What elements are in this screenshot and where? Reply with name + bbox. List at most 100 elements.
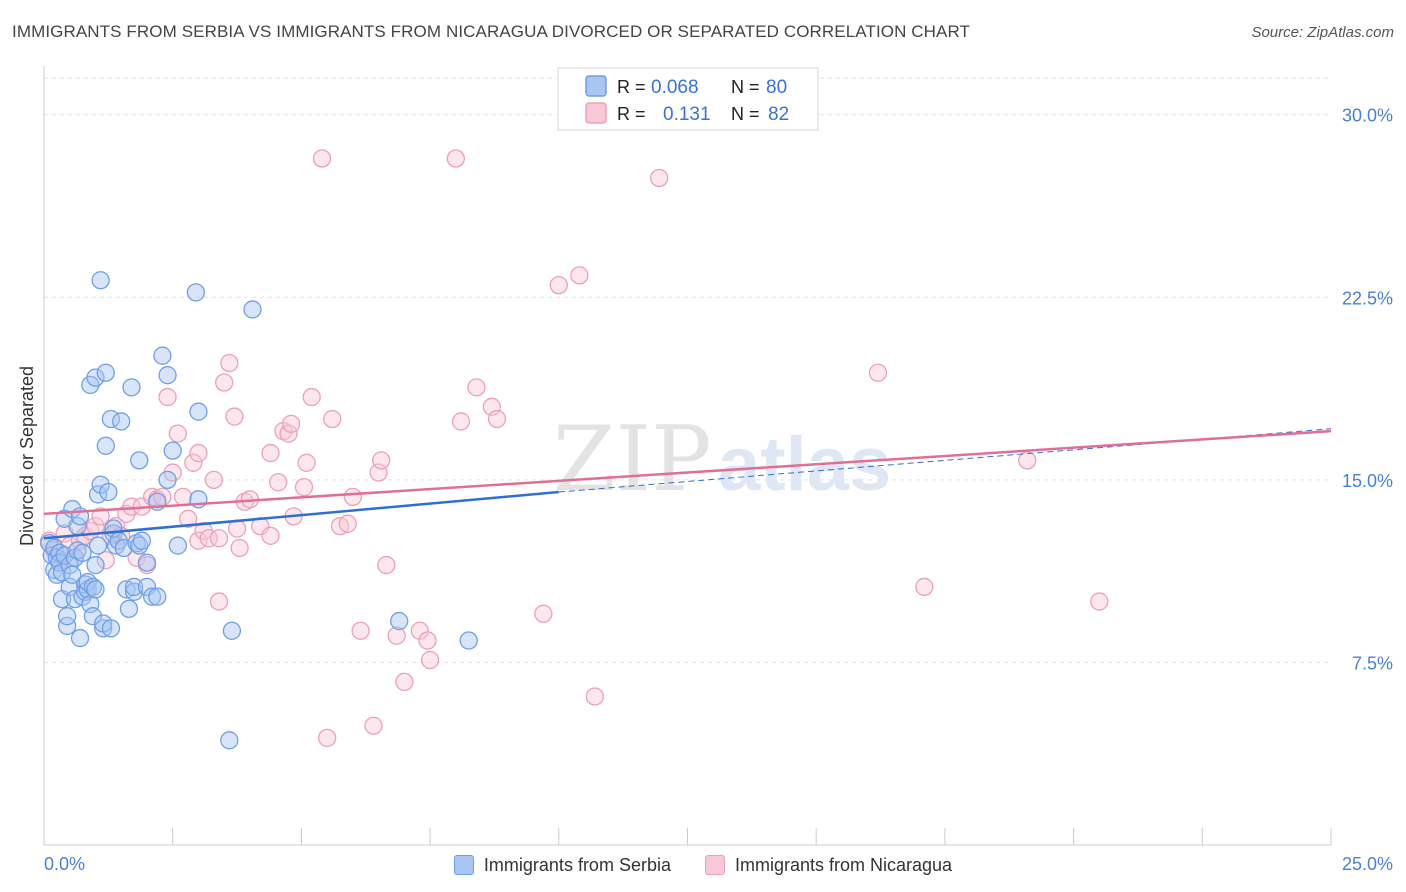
chart-title: IMMIGRANTS FROM SERBIA VS IMMIGRANTS FRO…	[12, 22, 971, 41]
point-nicaragua	[302, 387, 321, 407]
point-nicaragua	[317, 728, 337, 748]
point-nicaragua	[420, 650, 440, 670]
point-nicaragua	[650, 168, 669, 188]
point-nicaragua	[487, 409, 507, 429]
point-nicaragua	[209, 529, 229, 548]
point-nicaragua	[173, 487, 193, 507]
point-serbia	[73, 543, 92, 563]
point-nicaragua	[312, 149, 332, 168]
point-serbia	[158, 366, 177, 385]
legend-swatch-serbia	[453, 855, 474, 875]
point-serbia	[86, 368, 105, 387]
point-serbia	[222, 621, 242, 640]
point-serbia	[124, 577, 144, 597]
point-serbia	[91, 271, 110, 290]
x-tick-label-left: 0.0%	[44, 854, 85, 874]
point-serbia	[142, 587, 162, 606]
point-serbia	[130, 536, 149, 555]
point-nicaragua	[372, 451, 391, 470]
point-serbia	[78, 572, 97, 592]
stats-r-label-nicaragua: R =	[617, 104, 646, 124]
point-serbia	[119, 599, 139, 619]
trend-serbia	[43, 490, 559, 540]
point-nicaragua	[225, 407, 244, 426]
point-serbia	[186, 283, 206, 302]
legend-item-serbia[interactable]: Immigrants from Serbia	[453, 854, 671, 876]
legend-item-nicaragua[interactable]: Immigrants from Nicaragua	[704, 855, 952, 876]
stats-swatch-serbia	[585, 75, 607, 97]
point-serbia	[70, 628, 90, 648]
bottom-legend: Immigrants from Serbia Immigrants from N…	[0, 852, 1406, 878]
point-serbia	[58, 616, 77, 636]
point-nicaragua	[585, 687, 604, 706]
point-nicaragua	[338, 514, 357, 533]
stats-r-value-nicaragua: 0.131	[663, 104, 711, 125]
point-nicaragua	[549, 275, 568, 295]
point-serbia	[99, 482, 118, 502]
point-serbia	[86, 555, 105, 575]
point-nicaragua	[215, 373, 234, 392]
y-tick-label: 22.5%	[1342, 288, 1393, 308]
point-serbia	[158, 470, 177, 489]
y-tick-label: 30.0%	[1342, 106, 1393, 126]
point-nicaragua	[377, 555, 396, 575]
point-nicaragua	[570, 266, 589, 285]
point-serbia	[122, 378, 141, 397]
point-serbia	[94, 619, 113, 638]
point-nicaragua	[189, 443, 208, 463]
point-serbia	[86, 580, 105, 599]
point-serbia	[148, 587, 167, 606]
y-tick-label: 15.0%	[1342, 471, 1393, 491]
legend-label-serbia: Immigrants from Serbia	[483, 854, 671, 875]
point-serbia	[220, 731, 239, 750]
point-nicaragua	[351, 621, 370, 640]
point-nicaragua	[230, 538, 249, 558]
point-nicaragua	[220, 353, 239, 373]
stats-legend: R = 0.068 N = 80 R = 0.131 N = 82	[557, 67, 819, 131]
gridlines	[44, 77, 1331, 663]
point-serbia	[91, 475, 110, 494]
point-nicaragua	[467, 378, 486, 397]
x-ticks	[43, 828, 1332, 845]
point-serbia	[137, 553, 157, 572]
point-serbia	[96, 436, 115, 455]
point-serbia	[390, 611, 409, 631]
point-nicaragua	[178, 509, 198, 528]
point-serbia	[459, 631, 478, 650]
point-nicaragua	[261, 526, 280, 545]
point-serbia	[101, 619, 121, 638]
point-nicaragua	[451, 412, 471, 431]
stats-r-label-serbia: R =	[617, 77, 646, 97]
y-axis-label: Divorced or Separated	[17, 366, 37, 546]
point-nicaragua	[168, 424, 187, 443]
point-nicaragua	[269, 473, 288, 492]
point-nicaragua	[446, 149, 465, 168]
point-serbia	[96, 363, 115, 382]
point-serbia	[112, 412, 131, 431]
x-tick-labels: 0.0% 25.0%	[44, 854, 1393, 874]
point-serbia	[168, 536, 187, 555]
y-tick-label: 7.5%	[1352, 653, 1393, 673]
point-serbia	[58, 607, 77, 626]
source-credit: Source: ZipAtlas.com	[1251, 24, 1394, 41]
point-nicaragua	[323, 409, 342, 429]
stats-n-label-serbia: N =	[731, 77, 760, 97]
legend-swatch-nicaragua	[704, 855, 725, 875]
point-nicaragua	[297, 453, 316, 472]
point-serbia	[153, 346, 172, 365]
point-nicaragua	[261, 443, 280, 463]
point-serbia	[189, 402, 208, 421]
point-serbia	[83, 607, 103, 626]
stats-n-value-nicaragua: 82	[768, 104, 789, 125]
point-serbia	[83, 577, 103, 597]
stats-swatch-nicaragua	[585, 102, 607, 124]
point-nicaragua	[418, 631, 437, 650]
point-nicaragua	[534, 604, 553, 623]
watermark-zip: ZIP	[553, 407, 712, 512]
point-nicaragua	[199, 529, 218, 548]
point-nicaragua	[158, 387, 177, 407]
point-serbia	[243, 300, 262, 319]
point-nicaragua	[96, 551, 115, 570]
point-nicaragua	[410, 621, 429, 640]
point-nicaragua	[294, 477, 314, 497]
